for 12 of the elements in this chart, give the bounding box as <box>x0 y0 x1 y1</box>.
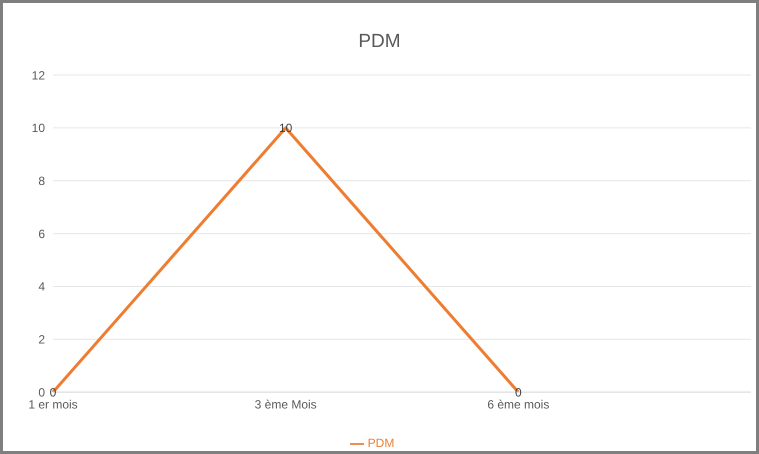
y-tick-label: 12 <box>32 68 46 82</box>
y-tick-label: 8 <box>38 174 46 188</box>
y-tick-label: 0 <box>38 385 46 400</box>
y-tick-label: 4 <box>38 280 46 294</box>
x-tick-label: 1 er mois <box>28 398 78 412</box>
y-tick-label: 2 <box>38 332 46 347</box>
y-tick-label: 10 <box>32 121 46 136</box>
legend-label: PDM <box>368 436 394 450</box>
x-tick-label: 6 ème mois <box>487 398 550 412</box>
x-tick-label: 3 ème Mois <box>254 398 317 412</box>
y-tick-label: 6 <box>38 226 46 241</box>
chart-title: PDM <box>357 31 402 53</box>
